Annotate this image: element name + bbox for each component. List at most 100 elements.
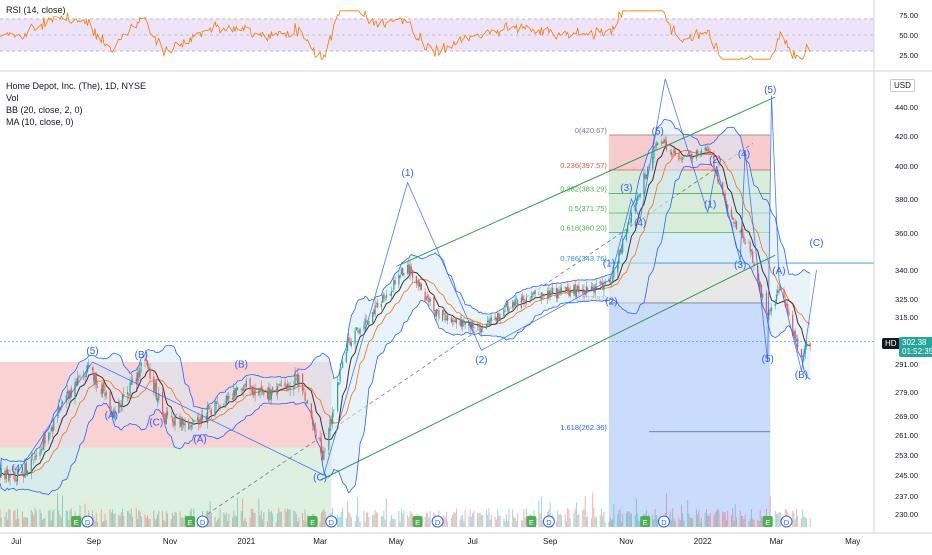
candle-body [306, 400, 309, 404]
candle-body [44, 433, 46, 444]
volume-bar [167, 513, 169, 527]
volume-bar [114, 513, 116, 527]
volume-bar [110, 512, 112, 527]
volume-bar [113, 514, 115, 527]
candle-body [590, 286, 593, 291]
candle-body [403, 272, 405, 276]
candle-body [261, 388, 264, 393]
volume-legend[interactable]: Vol [6, 93, 19, 103]
volume-bar [503, 518, 505, 527]
volume-bar [734, 503, 736, 527]
candle-body [323, 451, 325, 460]
volume-bar [713, 515, 715, 527]
candle-body [487, 320, 489, 323]
volume-bar [365, 512, 367, 527]
wave-label: (4) [11, 463, 23, 474]
volume-bar [469, 509, 471, 527]
candle-body [346, 338, 349, 351]
candle-body [21, 473, 24, 476]
candle-body [278, 384, 280, 385]
candle-body [101, 384, 104, 395]
candle-body [338, 382, 340, 386]
price-tick-label: 420.00 [895, 132, 918, 141]
candle-body [645, 174, 648, 179]
volume-bar [393, 518, 395, 527]
volume-bar [498, 515, 500, 527]
candle-body [610, 282, 613, 284]
wave-label: (4) [738, 149, 750, 160]
candle-body [50, 427, 52, 432]
candle-body [698, 154, 700, 155]
candle-body [373, 309, 375, 315]
candle-body [225, 395, 227, 404]
candle-body [468, 322, 470, 326]
volume-bar [70, 508, 72, 527]
volume-bar [670, 520, 672, 527]
volume-bar [215, 522, 217, 527]
candle-body [743, 237, 745, 242]
volume-bar [400, 508, 402, 527]
candle-body [488, 320, 490, 323]
volume-bar [253, 512, 255, 527]
candle-body [364, 318, 366, 329]
volume-bar [118, 514, 120, 527]
volume-bar [409, 510, 411, 527]
price-tick-label: 400.00 [895, 162, 918, 171]
symbol-title[interactable]: Home Depot, Inc. (The), 1D, NYSE [6, 81, 147, 91]
candle-body [760, 284, 763, 298]
volume-bar [749, 519, 751, 527]
price-tick-label: 315.00 [895, 313, 918, 322]
candle-body [88, 364, 90, 368]
candle-body [619, 250, 621, 252]
volume-bar [450, 518, 452, 527]
candle-body [514, 299, 516, 306]
volume-bar [478, 513, 480, 527]
fib-level-label: 0(420.67) [575, 126, 608, 135]
volume-bar [373, 514, 375, 527]
candle-body [497, 313, 499, 322]
volume-bar [232, 517, 234, 527]
candle-body [489, 319, 491, 325]
volume-bar [569, 517, 571, 527]
candle-body [629, 221, 631, 223]
volume-bar [354, 521, 356, 527]
volume-bar [260, 510, 262, 527]
candle-body [730, 209, 733, 218]
candle-body [425, 297, 427, 300]
volume-bar [94, 520, 96, 527]
candle-body [678, 153, 680, 160]
volume-bar [688, 513, 690, 527]
volume-bar [278, 508, 280, 527]
volume-bar [288, 509, 290, 527]
volume-bar [523, 509, 525, 527]
fib-level-label: 0.236(397.57) [560, 161, 607, 170]
candle-body [418, 279, 420, 287]
volume-bar [558, 514, 560, 527]
volume-bar [803, 516, 805, 527]
volume-bar [285, 511, 287, 527]
time-tick-label: Mar [770, 537, 784, 546]
candle-body [218, 404, 220, 406]
moving-average-legend[interactable]: MA (10, close, 0) [6, 117, 74, 127]
candle-body [251, 388, 254, 395]
bollinger-legend[interactable]: BB (20, close, 2, 0) [6, 105, 83, 115]
volume-bar [560, 515, 562, 527]
candle-body [164, 413, 166, 424]
volume-bar [630, 513, 632, 527]
volume-bar [604, 522, 606, 527]
candle-body [393, 280, 395, 290]
candle-body [542, 294, 544, 297]
candle-body [625, 232, 628, 240]
volume-bar [52, 511, 54, 527]
currency-badge[interactable]: USD [890, 79, 915, 92]
candle-body [136, 372, 139, 382]
volume-bar [385, 498, 387, 527]
volume-bar [389, 521, 391, 527]
volume-bar [123, 516, 125, 527]
volume-bar [35, 510, 37, 527]
volume-bar [794, 519, 796, 527]
volume-bar [48, 511, 50, 527]
wave-label: (C) [810, 238, 824, 249]
